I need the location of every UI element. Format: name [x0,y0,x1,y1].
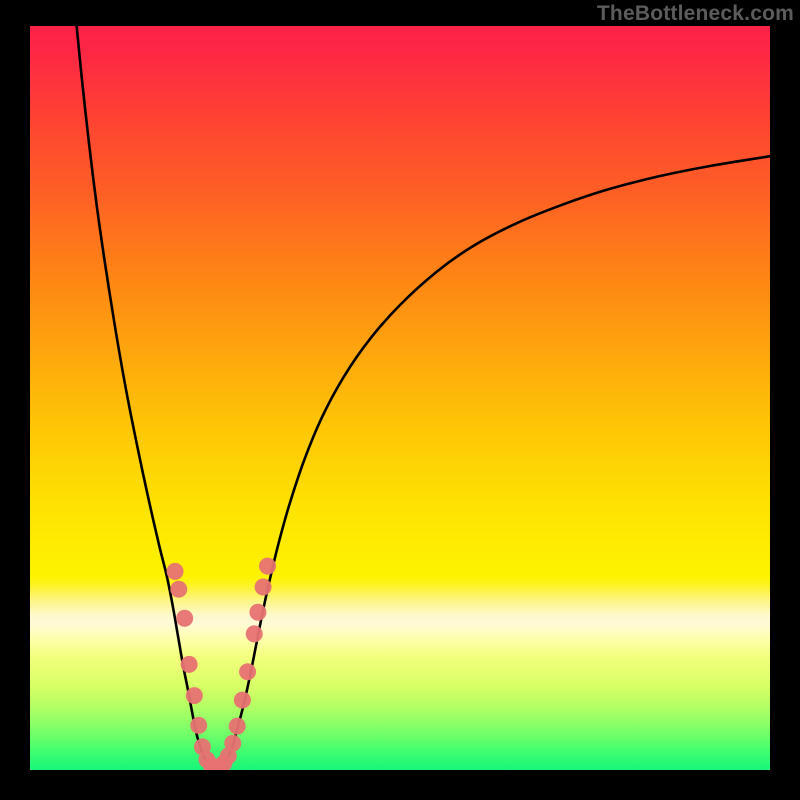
chart-plot [0,0,800,800]
data-marker [181,656,198,673]
data-marker [239,663,256,680]
data-marker [190,717,207,734]
data-marker [255,578,272,595]
curve-right-branch [217,156,770,770]
data-marker [246,625,263,642]
data-marker [186,687,203,704]
data-marker [259,558,276,575]
data-marker [224,735,241,752]
data-marker [229,718,246,735]
data-marker [234,692,251,709]
curve-left-branch [77,26,218,770]
data-marker [249,604,266,621]
chart-canvas: TheBottleneck.com [0,0,800,800]
marker-layer [167,558,277,777]
data-marker [176,610,193,627]
watermark-text: TheBottleneck.com [597,2,794,26]
data-marker [170,581,187,598]
data-marker [167,563,184,580]
